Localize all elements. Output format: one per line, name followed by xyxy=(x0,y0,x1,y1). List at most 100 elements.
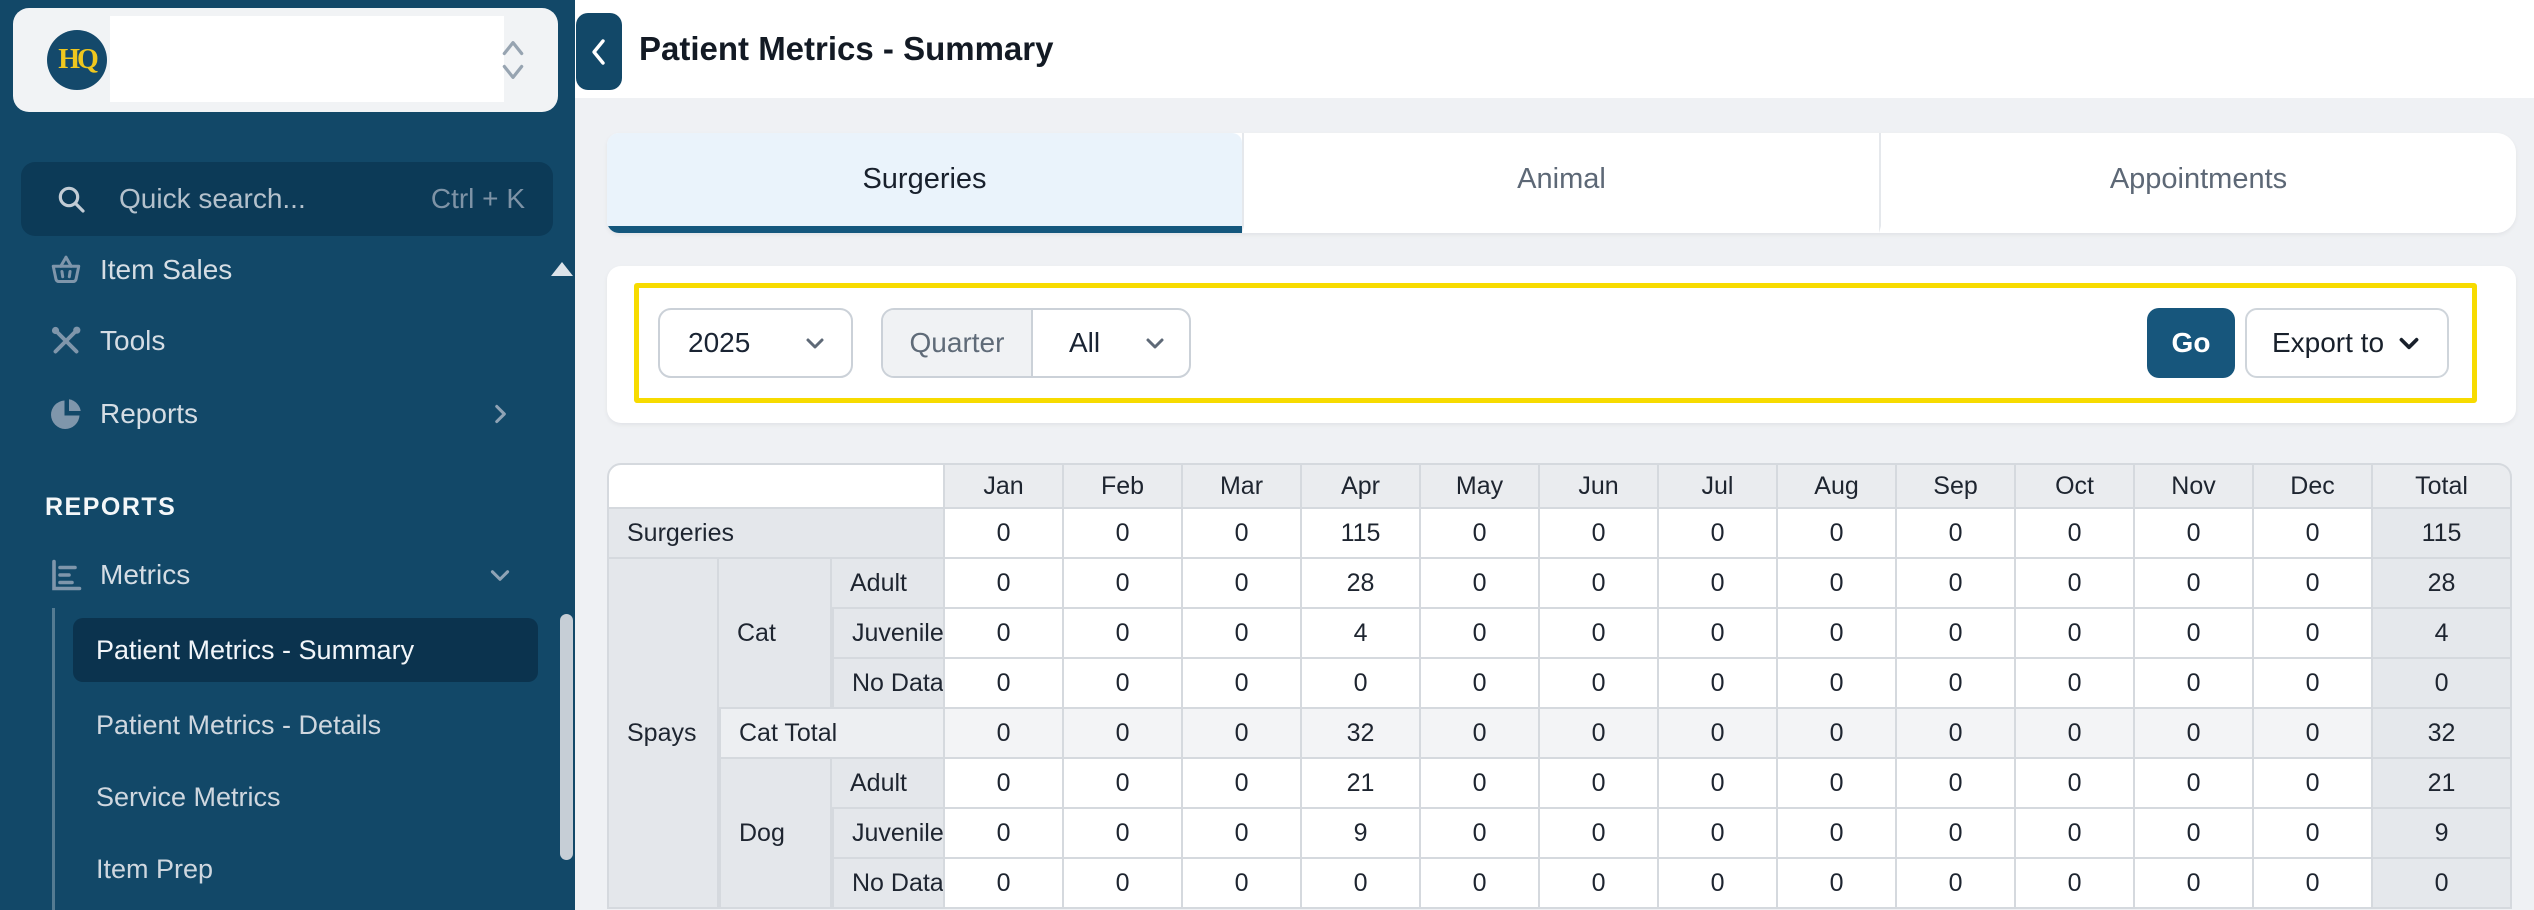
value-cell: 0 xyxy=(1064,609,1184,659)
value-cell: 0 xyxy=(1064,709,1184,759)
metrics-table-wrap: Jan Feb Mar Apr May Jun Jul Aug Sep Oct Nov Dec Tota… xyxy=(607,463,2516,909)
bar-chart-icon xyxy=(52,559,82,591)
column-header: Dec xyxy=(2254,463,2374,509)
value-cell: 0 xyxy=(2016,759,2136,809)
value-cell: 0 xyxy=(945,759,1065,809)
sidebar-item-tools[interactable]: Tools xyxy=(0,311,575,371)
quick-search-shortcut: Ctrl + K xyxy=(430,183,525,214)
sidebar-item-patient-metrics-summary[interactable]: Patient Metrics - Summary xyxy=(73,618,538,682)
value-cell: 0 xyxy=(1540,759,1660,809)
value-cell: 0 xyxy=(2254,609,2374,659)
chevron-down-icon xyxy=(2399,337,2419,350)
value-cell: 0 xyxy=(1778,759,1898,809)
quick-search[interactable]: Quick search... Ctrl + K xyxy=(21,162,553,236)
column-header: Mar xyxy=(1183,463,1303,509)
table-corner-cell xyxy=(607,463,946,509)
value-cell: 0 xyxy=(1778,659,1898,709)
table-row: Juvenile 0 0 0 9 0 0 0 0 0 0 0 0 9 xyxy=(607,809,2513,859)
sidebar-collapse-button[interactable] xyxy=(576,13,622,90)
column-header: May xyxy=(1421,463,1541,509)
tab-appointments[interactable]: Appointments xyxy=(1879,133,2516,233)
value-cell: 0 xyxy=(1183,509,1303,559)
value-cell: 0 xyxy=(945,559,1065,609)
value-cell: 0 xyxy=(1897,609,2017,659)
year-select[interactable]: 2025 xyxy=(658,308,853,378)
export-to-label: Export to xyxy=(2271,327,2385,358)
value-cell: 0 xyxy=(2016,559,2136,609)
value-cell: 0 xyxy=(2254,559,2374,609)
content: Surgeries Animal Appointments 2025 xyxy=(575,98,2534,909)
value-cell: 0 xyxy=(1183,809,1303,859)
sidebar-item-metrics[interactable]: Metrics xyxy=(0,545,575,605)
value-cell: 0 xyxy=(1897,809,2017,859)
tab-label: Surgeries xyxy=(862,163,987,195)
value-cell: 0 xyxy=(2254,759,2374,809)
value-cell: 0 xyxy=(2135,609,2255,659)
table-row: Spays Cat Adult 0 0 0 28 0 0 0 0 0 0 0 0 28 xyxy=(607,559,2513,909)
chevron-left-icon xyxy=(592,38,605,65)
value-cell: 0 xyxy=(945,709,1065,759)
table-body: Surgeries 0 0 0 115 0 0 0 0 0 0 0 0 115 Spays Cat Adult 0… xyxy=(607,509,2513,909)
go-button[interactable]: Go xyxy=(2147,308,2235,378)
value-cell: 0 xyxy=(1659,559,1779,609)
value-cell: 0 xyxy=(945,509,1065,559)
value-cell: 0 xyxy=(1778,609,1898,659)
value-cell: 0 xyxy=(1659,759,1779,809)
value-cell: 0 xyxy=(2135,809,2255,859)
select-updown-icon[interactable] xyxy=(500,36,526,84)
table-row: Cat Total 0 0 0 32 0 0 0 0 0 0 0 0 32 xyxy=(607,709,2513,759)
value-cell: 0 xyxy=(1897,659,2017,709)
value-cell: 0 xyxy=(2016,509,2136,559)
filter-card: 2025 Quarter All xyxy=(607,266,2516,423)
sidebar-item-item-sales[interactable]: Item Sales xyxy=(0,240,575,300)
quarter-label: Quarter xyxy=(883,310,1033,376)
value-cell: 0 xyxy=(1659,809,1779,859)
value-cell: 0 xyxy=(1659,609,1779,659)
sidebar-item-label: Metrics xyxy=(100,559,191,590)
value-cell: 0 xyxy=(1421,809,1541,859)
quarter-select-value: All xyxy=(1069,327,1101,358)
page-header: Patient Metrics - Summary xyxy=(575,0,2534,98)
row-label: No Data xyxy=(832,659,946,709)
export-to-button[interactable]: Export to xyxy=(2245,308,2449,378)
sidebar-item-label: Reports xyxy=(100,398,199,429)
sidebar-item-patient-metrics-details[interactable]: Patient Metrics - Details xyxy=(73,693,538,757)
value-cell: 0 xyxy=(1540,609,1660,659)
total-cell: 9 xyxy=(2373,809,2513,859)
value-cell: 0 xyxy=(1421,509,1541,559)
total-cell: 4 xyxy=(2373,609,2513,659)
value-cell: 0 xyxy=(1659,509,1779,559)
value-cell: 0 xyxy=(1064,659,1184,709)
sidebar-item-service-metrics[interactable]: Service Metrics xyxy=(73,765,538,829)
row-label: Spays xyxy=(607,559,719,909)
value-cell: 0 xyxy=(1778,859,1898,909)
tab-animal[interactable]: Animal xyxy=(1242,133,1879,233)
table-head: Jan Feb Mar Apr May Jun Jul Aug Sep Oct Nov Dec Tota… xyxy=(607,463,2513,509)
value-cell: 0 xyxy=(1659,859,1779,909)
value-cell: 32 xyxy=(1302,709,1422,759)
row-label: Cat xyxy=(719,559,832,709)
sidebar-item-label: Item Sales xyxy=(100,254,233,285)
value-cell: 0 xyxy=(1302,659,1422,709)
sidebar-scrollbar-thumb[interactable] xyxy=(560,614,573,860)
value-cell: 0 xyxy=(1421,609,1541,659)
table-row: No Data 0 0 0 0 0 0 0 0 0 0 0 0 0 xyxy=(607,859,2513,909)
value-cell: 0 xyxy=(2254,859,2374,909)
value-cell: 0 xyxy=(2135,759,2255,809)
row-label: Cat Total xyxy=(719,709,946,759)
tab-label: Animal xyxy=(1517,163,1606,195)
value-cell: 0 xyxy=(2016,609,2136,659)
column-header: Sep xyxy=(1897,463,2017,509)
tab-surgeries[interactable]: Surgeries xyxy=(607,133,1242,233)
value-cell: 0 xyxy=(2135,709,2255,759)
sidebar-item-reports[interactable]: Reports xyxy=(0,384,575,444)
value-cell: 0 xyxy=(1778,809,1898,859)
value-cell: 115 xyxy=(1302,509,1422,559)
quarter-select[interactable]: All xyxy=(1033,310,1189,376)
org-select[interactable] xyxy=(110,16,504,102)
submenu-label: Patient Metrics - Details xyxy=(96,709,382,740)
year-select-value: 2025 xyxy=(688,327,751,358)
column-header: Apr xyxy=(1302,463,1422,509)
sidebar-item-item-prep[interactable]: Item Prep xyxy=(73,837,538,901)
value-cell: 9 xyxy=(1302,809,1422,859)
